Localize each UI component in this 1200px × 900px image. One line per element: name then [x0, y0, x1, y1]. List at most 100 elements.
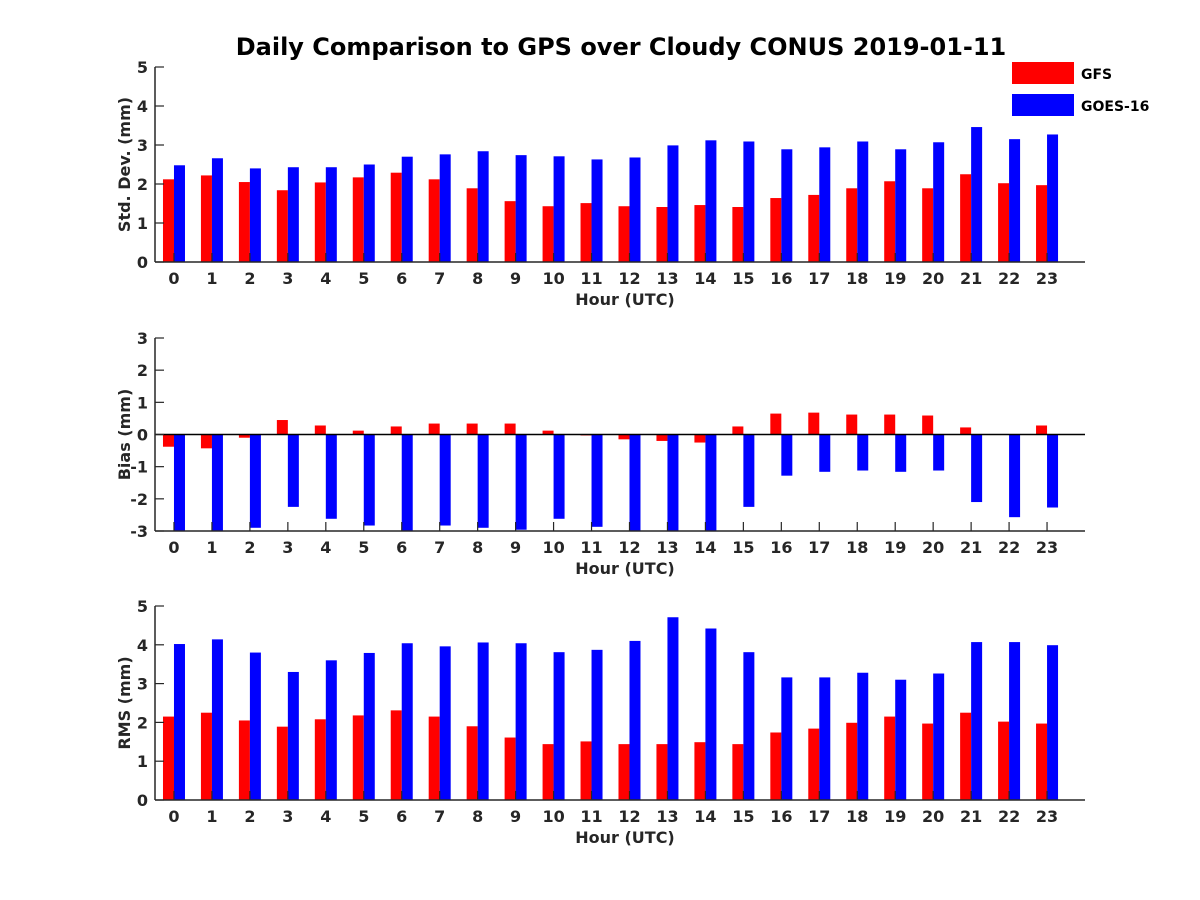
x-tick-label: 20: [922, 269, 944, 288]
bar-gfs-hour-10: [542, 206, 554, 262]
bar-goes-16-hour-0: [173, 165, 185, 262]
x-tick-label: 10: [542, 538, 564, 557]
bar-goes-16-hour-6: [401, 156, 413, 262]
x-tick-label: 13: [656, 269, 678, 288]
bar-gfs-hour-17: [808, 194, 820, 262]
y-tick-label: 5: [137, 58, 148, 77]
bar-gfs-hour-21: [960, 427, 972, 435]
bar-gfs-hour-14: [694, 742, 706, 800]
x-tick-label: 11: [580, 538, 602, 557]
x-tick-label: 22: [998, 269, 1020, 288]
legend: GFS GOES-16: [1012, 62, 1149, 116]
bar-goes-16-hour-14: [705, 140, 717, 262]
x-tick-label: 0: [168, 807, 179, 826]
bar-gfs-hour-10: [542, 430, 554, 435]
y-tick-label: 3: [137, 675, 148, 694]
bar-goes-16-hour-5: [363, 434, 375, 526]
bar-gfs-hour-13: [656, 744, 668, 800]
x-tick-label: 21: [960, 807, 982, 826]
bar-gfs-hour-4: [314, 182, 326, 262]
bar-goes-16-hour-3: [287, 434, 299, 507]
bar-goes-16-hour-1: [211, 639, 223, 800]
x-tick-label: 19: [884, 269, 906, 288]
x-tick-label: 9: [510, 269, 521, 288]
x-tick-label: 1: [206, 538, 217, 557]
bar-gfs-hour-16: [770, 732, 782, 800]
x-tick-label: 17: [808, 807, 830, 826]
x-tick-label: 11: [580, 269, 602, 288]
bar-gfs-hour-4: [314, 425, 326, 435]
bar-goes-16-hour-16: [781, 677, 793, 800]
bar-goes-16-hour-16: [781, 434, 793, 476]
x-tick-label: 17: [808, 269, 830, 288]
bar-goes-16-hour-6: [401, 643, 413, 800]
bar-gfs-hour-21: [960, 712, 972, 800]
bar-gfs-hour-14: [694, 205, 706, 262]
x-axis-label: Hour (UTC): [575, 559, 675, 578]
bar-goes-16-hour-21: [971, 642, 983, 800]
x-tick-label: 23: [1036, 269, 1058, 288]
bar-gfs-hour-18: [846, 414, 858, 435]
y-tick-label: 0: [137, 253, 148, 272]
bar-goes-16-hour-2: [249, 434, 261, 528]
x-tick-label: 19: [884, 538, 906, 557]
x-tick-label: 18: [846, 538, 868, 557]
bar-goes-16-hour-8: [477, 434, 489, 528]
x-tick-label: 16: [770, 538, 792, 557]
x-tick-label: 19: [884, 807, 906, 826]
bar-gfs-hour-6: [390, 710, 402, 800]
x-tick-label: 7: [434, 269, 445, 288]
x-tick-label: 4: [320, 538, 331, 557]
x-tick-label: 8: [472, 807, 483, 826]
x-tick-label: 7: [434, 807, 445, 826]
y-axis-label: RMS (mm): [115, 656, 134, 749]
bar-goes-16-hour-18: [857, 434, 869, 471]
bar-gfs-hour-14: [694, 434, 706, 443]
x-tick-label: 5: [358, 538, 369, 557]
bar-gfs-hour-0: [162, 179, 174, 262]
bar-goes-16-hour-11: [591, 434, 603, 527]
bar-goes-16-hour-6: [401, 434, 413, 531]
bar-gfs-hour-16: [770, 198, 782, 262]
bar-gfs-hour-13: [656, 434, 668, 441]
x-tick-label: 16: [770, 269, 792, 288]
bar-gfs-hour-6: [390, 426, 402, 435]
bar-goes-16-hour-4: [325, 660, 337, 800]
bar-gfs-hour-9: [504, 737, 516, 800]
x-tick-label: 3: [282, 538, 293, 557]
y-tick-label: 2: [137, 713, 148, 732]
bar-goes-16-hour-20: [933, 673, 945, 800]
bar-gfs-hour-11: [580, 203, 592, 262]
x-tick-label: 11: [580, 807, 602, 826]
bar-goes-16-hour-22: [1009, 434, 1021, 518]
bar-goes-16-hour-18: [857, 672, 869, 800]
bar-goes-16-hour-19: [895, 149, 907, 262]
y-tick-label: 3: [137, 136, 148, 155]
bar-gfs-hour-17: [808, 412, 820, 435]
bar-gfs-hour-12: [618, 206, 630, 262]
x-tick-label: 6: [396, 269, 407, 288]
bar-goes-16-hour-7: [439, 434, 451, 526]
bar-gfs-hour-15: [732, 207, 744, 262]
bar-goes-16-hour-23: [1047, 645, 1059, 800]
x-tick-label: 7: [434, 538, 445, 557]
bar-goes-16-hour-0: [173, 434, 185, 531]
bar-gfs-hour-2: [238, 434, 250, 438]
x-tick-label: 15: [732, 538, 754, 557]
bar-goes-16-hour-3: [287, 167, 299, 262]
bar-goes-16-hour-19: [895, 434, 907, 472]
x-tick-label: 15: [732, 807, 754, 826]
bar-gfs-hour-20: [922, 188, 934, 262]
x-tick-label: 16: [770, 807, 792, 826]
y-tick-label: 5: [137, 597, 148, 616]
bar-gfs-hour-15: [732, 426, 744, 435]
x-tick-label: 10: [542, 269, 564, 288]
x-axis-label: Hour (UTC): [575, 828, 675, 847]
y-tick-label: 2: [137, 175, 148, 194]
y-tick-label: -2: [130, 490, 148, 509]
bar-goes-16-hour-14: [705, 434, 717, 531]
bar-gfs-hour-23: [1036, 185, 1048, 262]
bar-goes-16-hour-1: [211, 158, 223, 262]
